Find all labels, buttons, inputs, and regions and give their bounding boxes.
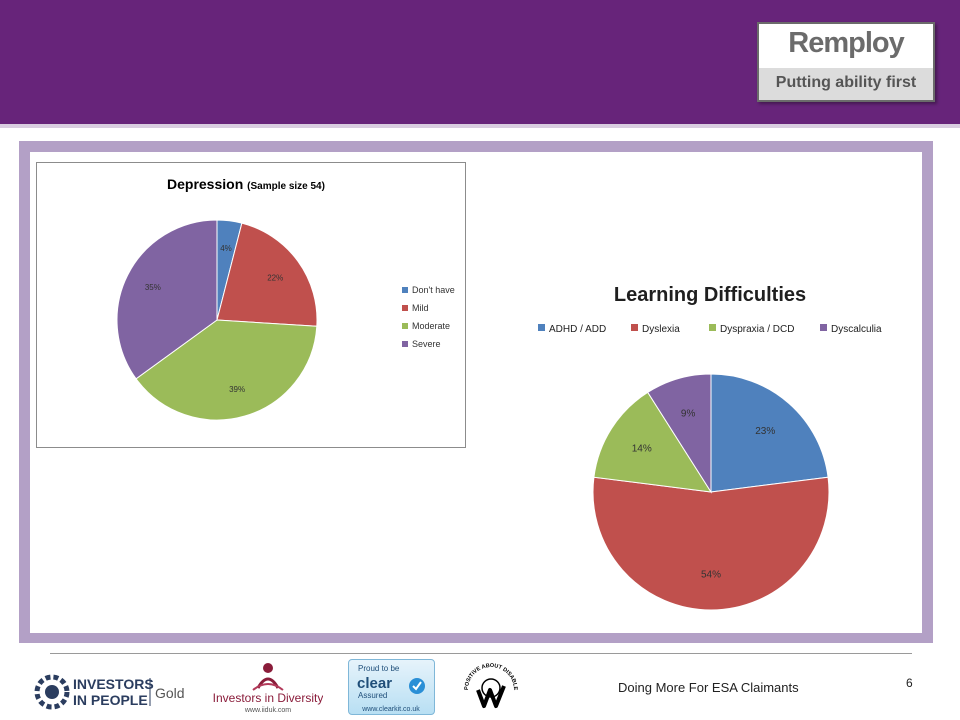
logo-name: Remploy — [788, 27, 904, 59]
logo-tagline-bar — [759, 68, 933, 100]
depression-legend-label: Mild — [412, 303, 429, 313]
learning-legend-swatch — [631, 324, 638, 331]
clear-top-text: Proud to be — [358, 664, 400, 673]
iip-level: Gold — [155, 685, 185, 701]
depression-slice — [135, 319, 318, 421]
depression-data-label: 4% — [220, 244, 232, 253]
learning-legend-label: ADHD / ADD — [549, 324, 606, 335]
learning-difficulties-title: Learning Difficulties — [614, 284, 806, 306]
depression-chart-title: Depression (Sample size 54) — [167, 176, 325, 192]
clear-word: clear — [357, 675, 392, 692]
depression-legend-swatch — [402, 341, 408, 347]
iip-line1: INVESTORS — [73, 676, 154, 692]
learning-data-label: 9% — [681, 409, 696, 420]
depression-slice — [116, 219, 218, 380]
learning-data-label: 23% — [755, 426, 775, 437]
depression-chart-frame: Depression (Sample size 54) 4% 22% 39% 35% … — [36, 162, 466, 448]
depression-legend-swatch — [402, 287, 408, 293]
learning-legend-swatch — [820, 324, 827, 331]
learning-legend-swatch — [538, 324, 545, 331]
logo-tagline: Putting ability first — [775, 74, 917, 91]
remploy-logo: Remploy Putting ability first — [757, 22, 935, 102]
clear-url: www.clearkit.co.uk — [361, 706, 420, 713]
iip-wreath-icon — [34, 674, 70, 710]
depression-legend-label: Don't have — [412, 285, 455, 295]
depression-slice — [216, 222, 318, 327]
learning-slice — [593, 391, 712, 493]
depression-legend-label: Moderate — [412, 321, 450, 331]
iid-name: Investors in Diversity — [213, 691, 323, 705]
learning-legend-label: Dyslexia — [642, 324, 680, 335]
depression-legend-label: Severe — [412, 339, 441, 349]
footer-title: Doing More For ESA Claimants — [618, 680, 799, 695]
depression-data-label: 39% — [229, 385, 245, 394]
page-number: 6 — [906, 676, 913, 690]
learning-slice — [647, 373, 712, 494]
learning-data-label: 54% — [701, 569, 721, 580]
depression-data-label: 35% — [145, 283, 161, 292]
pad-ticks-icon — [476, 678, 506, 708]
learning-slice — [710, 373, 829, 493]
learning-legend-label: Dyspraxia / DCD — [720, 324, 794, 335]
investors-in-diversity-logo: Investors in Diversity www.iiduk.com — [213, 663, 323, 714]
learning-legend-label: Dyscalculia — [831, 324, 882, 335]
iip-line2: IN PEOPLE — [73, 692, 148, 708]
depression-chart: Depression (Sample size 54) 4%22%39%35% … — [116, 176, 455, 421]
header-divider — [0, 124, 960, 128]
depression-data-label: 22% — [267, 273, 283, 282]
learning-difficulties-chart: Learning Difficulties ADHD / ADD Dyslexia… — [538, 284, 882, 611]
clear-assured-text: Assured — [358, 691, 387, 700]
depression-legend-swatch — [402, 323, 408, 329]
check-icon — [409, 678, 425, 694]
footer-rule — [50, 653, 912, 654]
learning-data-label: 14% — [632, 443, 652, 454]
depression-legend-swatch — [402, 305, 408, 311]
iid-url: www.iiduk.com — [244, 707, 291, 714]
iid-figures-icon — [252, 663, 284, 691]
learning-slice — [592, 476, 830, 611]
learning-legend-swatch — [709, 324, 716, 331]
investors-in-people-logo: INVESTORS IN PEOPLE Gold — [34, 674, 185, 710]
clear-assured-logo: Proud to be clear Assured www.clearkit.c… — [348, 659, 435, 715]
